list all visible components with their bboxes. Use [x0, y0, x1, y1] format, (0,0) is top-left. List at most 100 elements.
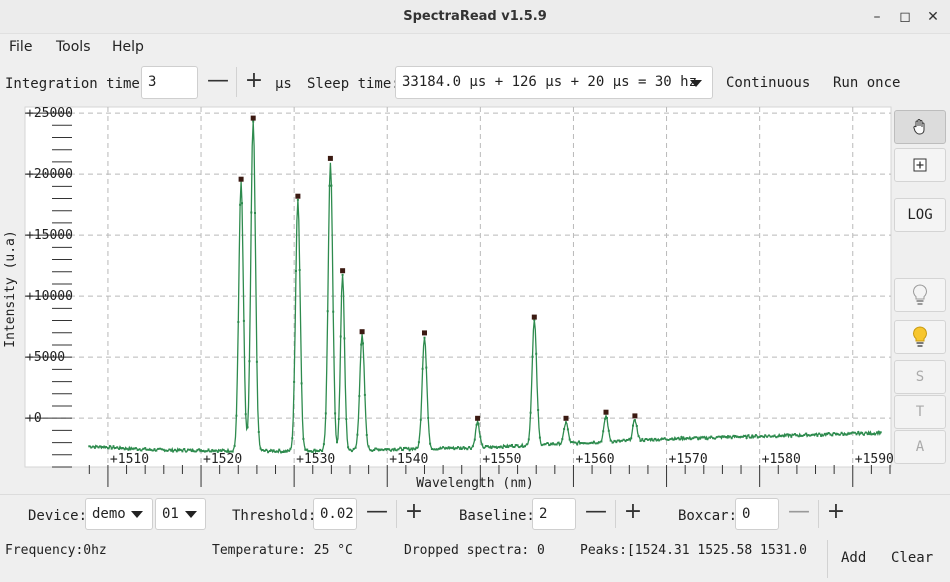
lamp-off-button[interactable] — [894, 278, 946, 312]
spectrum-sample — [282, 451, 284, 453]
spectrum-sample — [440, 447, 443, 450]
boxcar-decrease-button[interactable]: — — [788, 499, 810, 524]
spectrum-sample — [218, 449, 221, 452]
menu-help[interactable]: Help — [112, 39, 144, 55]
integration-time-input[interactable]: 3 — [141, 66, 198, 99]
device-index-select[interactable]: 01 — [155, 498, 206, 530]
spectrum-sample — [380, 448, 383, 451]
spectrum-sample — [99, 445, 102, 448]
clear-button[interactable]: Clear — [891, 550, 934, 566]
spectrum-sample — [421, 367, 424, 370]
spectrum-sample — [859, 432, 862, 435]
spectrum-sample — [751, 434, 754, 437]
spectrum-sample — [330, 184, 333, 187]
spectrum-sample — [306, 448, 309, 451]
spectrum-sample — [680, 436, 683, 439]
spectrum-sample — [432, 448, 435, 451]
spectrum-sample — [237, 321, 240, 323]
save-a-button[interactable]: A — [894, 430, 946, 464]
threshold-input[interactable]: 0.02 — [313, 498, 357, 530]
spectrum-sample — [287, 449, 290, 452]
integration-increase-button[interactable]: + — [244, 68, 264, 93]
spectrum-sample — [239, 203, 242, 206]
spectrum-sample — [727, 435, 729, 438]
device-select[interactable]: demo — [85, 498, 153, 530]
lamp-on-button[interactable] — [894, 320, 946, 354]
device-index-value: 01 — [162, 506, 179, 522]
pan-mode-button[interactable] — [894, 110, 946, 144]
spectrum-sample — [131, 447, 134, 450]
spectrum-sample — [134, 447, 137, 450]
sleep-time-select[interactable]: 33184.0 µs + 126 µs + 20 µs = 30 hz — [395, 66, 713, 99]
integration-decrease-button[interactable]: — — [207, 68, 229, 93]
y-tick-label: +25000 — [26, 106, 73, 121]
spectrum-sample — [499, 445, 502, 448]
baseline-increase-button[interactable]: + — [623, 499, 643, 524]
spectrum-sample — [187, 448, 189, 451]
threshold-decrease-button[interactable]: — — [366, 499, 388, 524]
spectrum-sample — [740, 435, 742, 438]
spectrum-sample — [820, 434, 823, 437]
boxcar-increase-button[interactable]: + — [826, 499, 846, 524]
baseline-input[interactable]: 2 — [532, 498, 576, 530]
spectrum-sample — [319, 448, 322, 451]
x-tick-label: +1520 — [203, 452, 242, 467]
spectrum-sample — [406, 447, 409, 450]
run-once-button[interactable]: Run once — [833, 75, 901, 91]
spectrum-sample — [172, 450, 175, 453]
log-scale-button[interactable]: LOG — [894, 198, 946, 232]
spectrum-sample — [697, 438, 700, 441]
maximize-icon[interactable]: ◻ — [899, 9, 911, 25]
zoom-mode-button[interactable] — [894, 148, 946, 182]
spectrum-plot[interactable]: +0+5000+10000+15000+20000+25000 +1510 +15… — [0, 104, 950, 494]
spectrum-sample — [360, 343, 363, 346]
spectrum-sample — [479, 435, 482, 438]
spectrum-sample — [276, 450, 279, 453]
spectrum-sample — [773, 434, 776, 437]
spectrum-sample — [401, 449, 404, 451]
save-t-button[interactable]: T — [894, 395, 946, 429]
boxcar-input[interactable]: 0 — [735, 498, 779, 530]
spectrum-sample — [507, 446, 510, 448]
spectrum-sample — [101, 446, 104, 448]
spectrum-sample — [198, 448, 201, 451]
add-button[interactable]: Add — [841, 550, 867, 566]
menu-tools[interactable]: Tools — [56, 39, 91, 55]
close-icon[interactable]: ✕ — [927, 9, 939, 25]
peaks-status: Peaks:[1524.31 1525.58 1531.0 — [580, 543, 807, 558]
spectrum-sample — [309, 450, 312, 453]
spectrum-sample — [525, 443, 528, 446]
spectrum-sample — [669, 438, 672, 441]
spectrum-sample — [702, 436, 705, 439]
spectrum-sample — [354, 446, 357, 449]
x-tick-label: +1580 — [762, 452, 801, 467]
spectrum-sample — [289, 447, 292, 450]
baseline-decrease-button[interactable]: — — [585, 499, 607, 524]
spectrum-sample — [484, 445, 487, 447]
spectrum-sample — [125, 447, 128, 450]
spectrum-sample — [114, 447, 117, 449]
spectrum-sample — [118, 447, 121, 450]
spectrum-sample — [509, 444, 512, 447]
spectrum-sample — [166, 449, 169, 452]
spectrum-sample — [678, 438, 681, 441]
spectrum-sample — [123, 448, 126, 451]
save-s-button[interactable]: S — [894, 360, 946, 394]
minimize-icon[interactable]: – — [873, 9, 881, 25]
spectrum-sample — [855, 433, 858, 436]
continuous-button[interactable]: Continuous — [726, 75, 811, 91]
spectrum-sample — [594, 442, 597, 445]
spectrum-sample — [174, 448, 176, 451]
peak-marker — [603, 409, 609, 415]
spectrum-sample — [391, 448, 394, 451]
spectrum-sample — [522, 445, 525, 448]
spectrum-sample — [719, 435, 722, 438]
threshold-increase-button[interactable]: + — [404, 499, 424, 524]
menu-file[interactable]: File — [9, 39, 33, 55]
spectrum-sample — [248, 360, 251, 363]
spectrum-sample — [700, 436, 703, 439]
spectrum-sample — [133, 447, 135, 450]
spectrum-sample — [293, 380, 296, 383]
spectrum-sample — [769, 435, 772, 438]
spectrum-sample — [92, 445, 94, 448]
